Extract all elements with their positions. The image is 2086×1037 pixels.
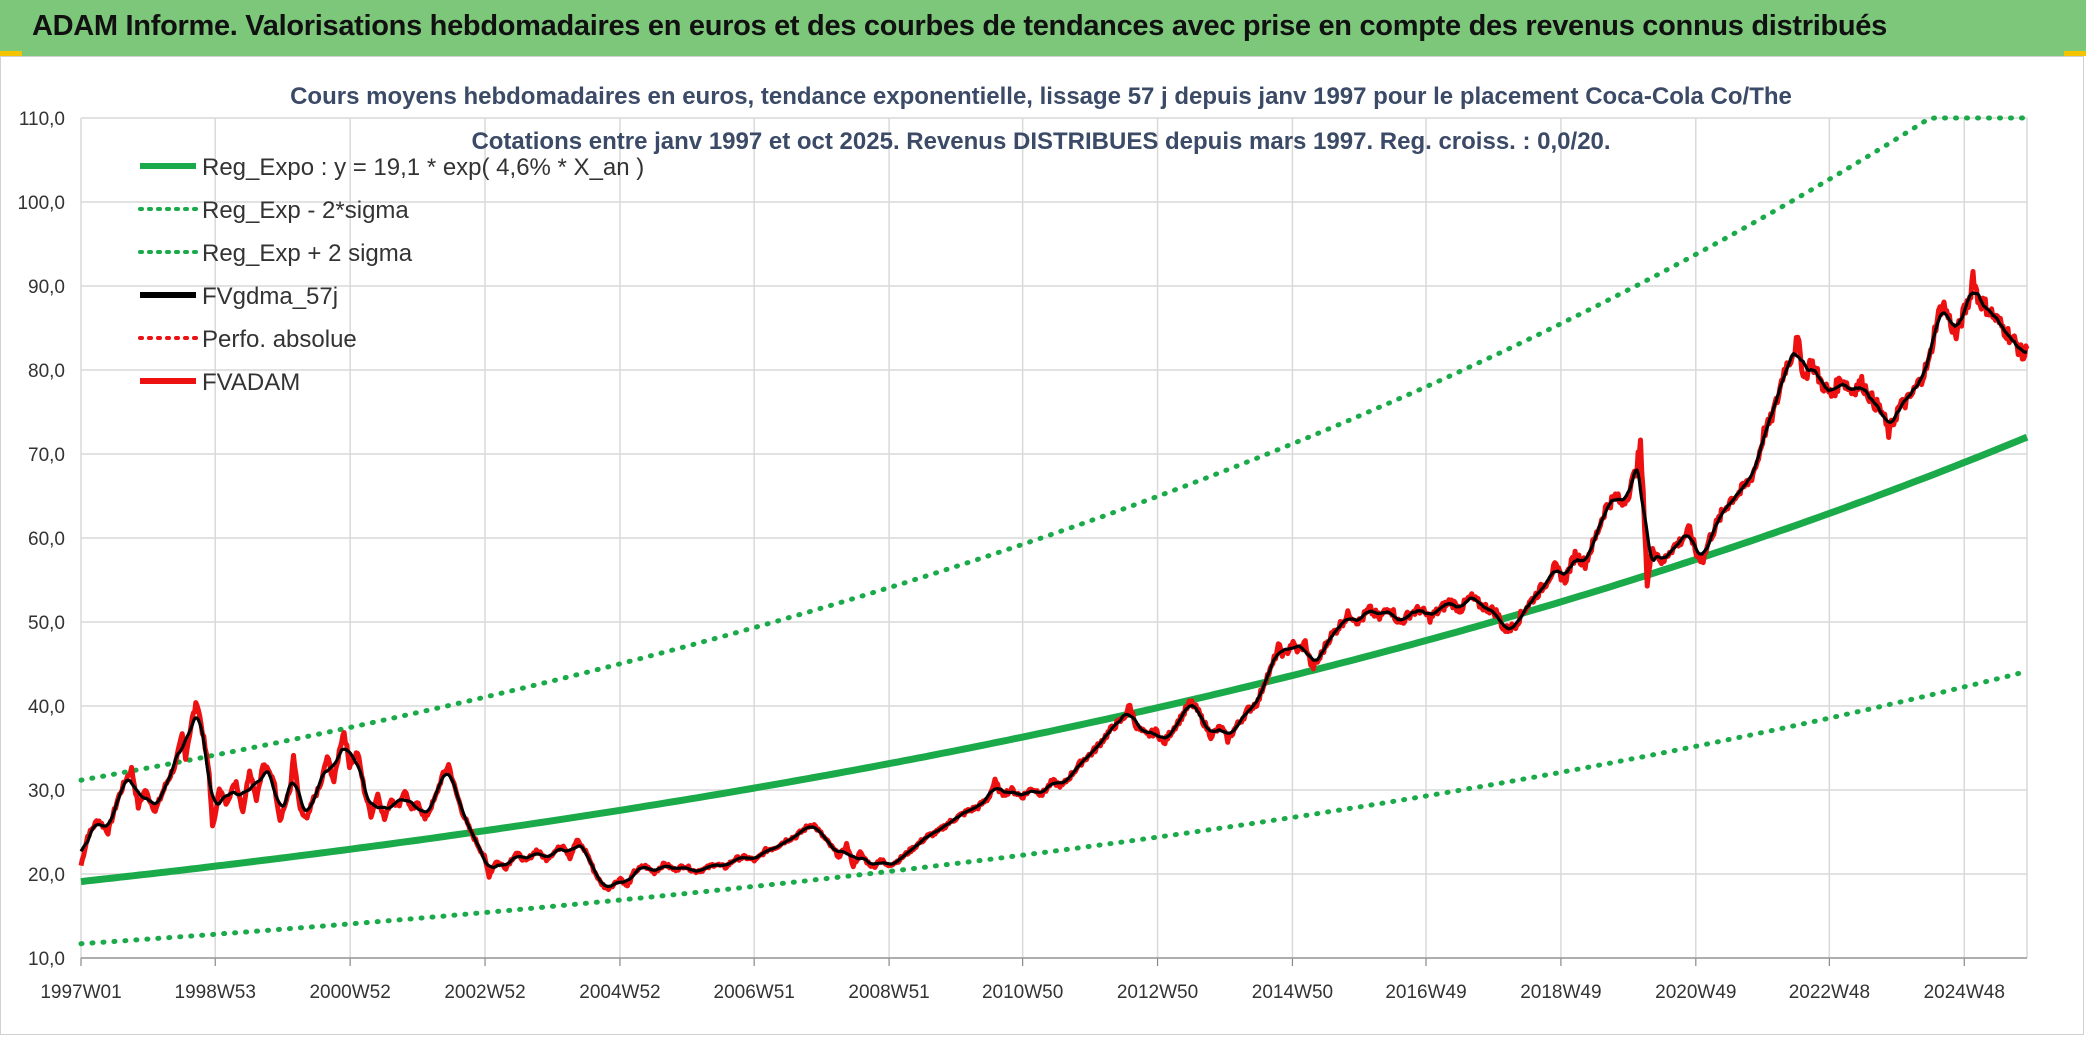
y-tick-label: 30,0 <box>28 781 65 802</box>
x-tick-label: 2016W49 <box>1385 982 1466 1003</box>
series-fvgdma-57j <box>79 291 2028 888</box>
series-layer <box>78 115 2030 947</box>
x-tick-label: 2002W52 <box>444 982 525 1003</box>
x-tick-label: 2012W50 <box>1117 982 1198 1003</box>
y-tick-label: 70,0 <box>28 445 65 466</box>
legend-label: FVADAM <box>202 369 300 396</box>
y-tick-label: 110,0 <box>19 109 65 130</box>
x-tick-label: 2000W52 <box>309 982 390 1003</box>
x-tick-label: 2010W50 <box>982 982 1063 1003</box>
y-tick-label: 40,0 <box>28 697 65 718</box>
y-tick-label: 20,0 <box>28 865 65 886</box>
x-tick-label: 2006W51 <box>714 982 795 1003</box>
chart-area: 10,0 20,0 30,0 40,0 50,0 60,0 70,0 80,0 90,0 100,… <box>0 56 2086 1037</box>
x-tick-label: 2008W51 <box>848 982 929 1003</box>
legend-label: Reg_Exp - 2*sigma <box>202 197 409 224</box>
x-tick-label: 2024W48 <box>1924 982 2005 1003</box>
x-tick-label: 2022W48 <box>1789 982 1870 1003</box>
legend-label: Perfo. absolue <box>202 326 357 353</box>
x-tick-label: 1997W01 <box>40 982 121 1003</box>
chart-subtitle: Cotations entre janv 1997 et oct 2025. R… <box>471 128 1610 155</box>
header-bar: ADAM Informe. Valorisations hebdomadaire… <box>0 0 2086 56</box>
axis: 10,0 20,0 30,0 40,0 50,0 60,0 70,0 80,0 90,0 100,… <box>17 109 2027 1003</box>
y-tick-label: 10,0 <box>28 949 65 970</box>
series-fvadam <box>78 269 2030 893</box>
y-tick-label: 100,0 <box>17 193 65 214</box>
chart-title: Cours moyens hebdomadaires en euros, ten… <box>290 83 1792 110</box>
y-tick-label: 50,0 <box>28 613 65 634</box>
legend-label: FVgdma_57j <box>202 283 338 310</box>
page-title: ADAM Informe. Valorisations hebdomadaire… <box>32 10 1887 42</box>
y-tick-label: 60,0 <box>28 529 65 550</box>
corner-marker-right <box>2064 51 2086 56</box>
x-tick-label: 1998W53 <box>175 982 256 1003</box>
line-chart: 10,0 20,0 30,0 40,0 50,0 60,0 70,0 80,0 90,0 100,… <box>17 83 2030 1003</box>
x-tick-label: 2004W52 <box>579 982 660 1003</box>
series-reg-minus-2sigma <box>78 668 2030 947</box>
x-tick-label: 2020W49 <box>1655 982 1736 1003</box>
series-reg-plus-2sigma <box>78 115 2030 783</box>
x-tick-label: 2018W49 <box>1520 982 1601 1003</box>
y-tick-label: 80,0 <box>28 361 65 382</box>
x-tick-label: 2014W50 <box>1252 982 1333 1003</box>
legend: Reg_Expo : y = 19,1 * exp( 4,6% * X_an )… <box>138 154 644 396</box>
legend-label: Reg_Exp + 2 sigma <box>202 240 413 267</box>
y-tick-label: 90,0 <box>28 277 65 298</box>
corner-marker-left <box>0 51 22 56</box>
legend-label: Reg_Expo : y = 19,1 * exp( 4,6% * X_an ) <box>202 154 644 181</box>
